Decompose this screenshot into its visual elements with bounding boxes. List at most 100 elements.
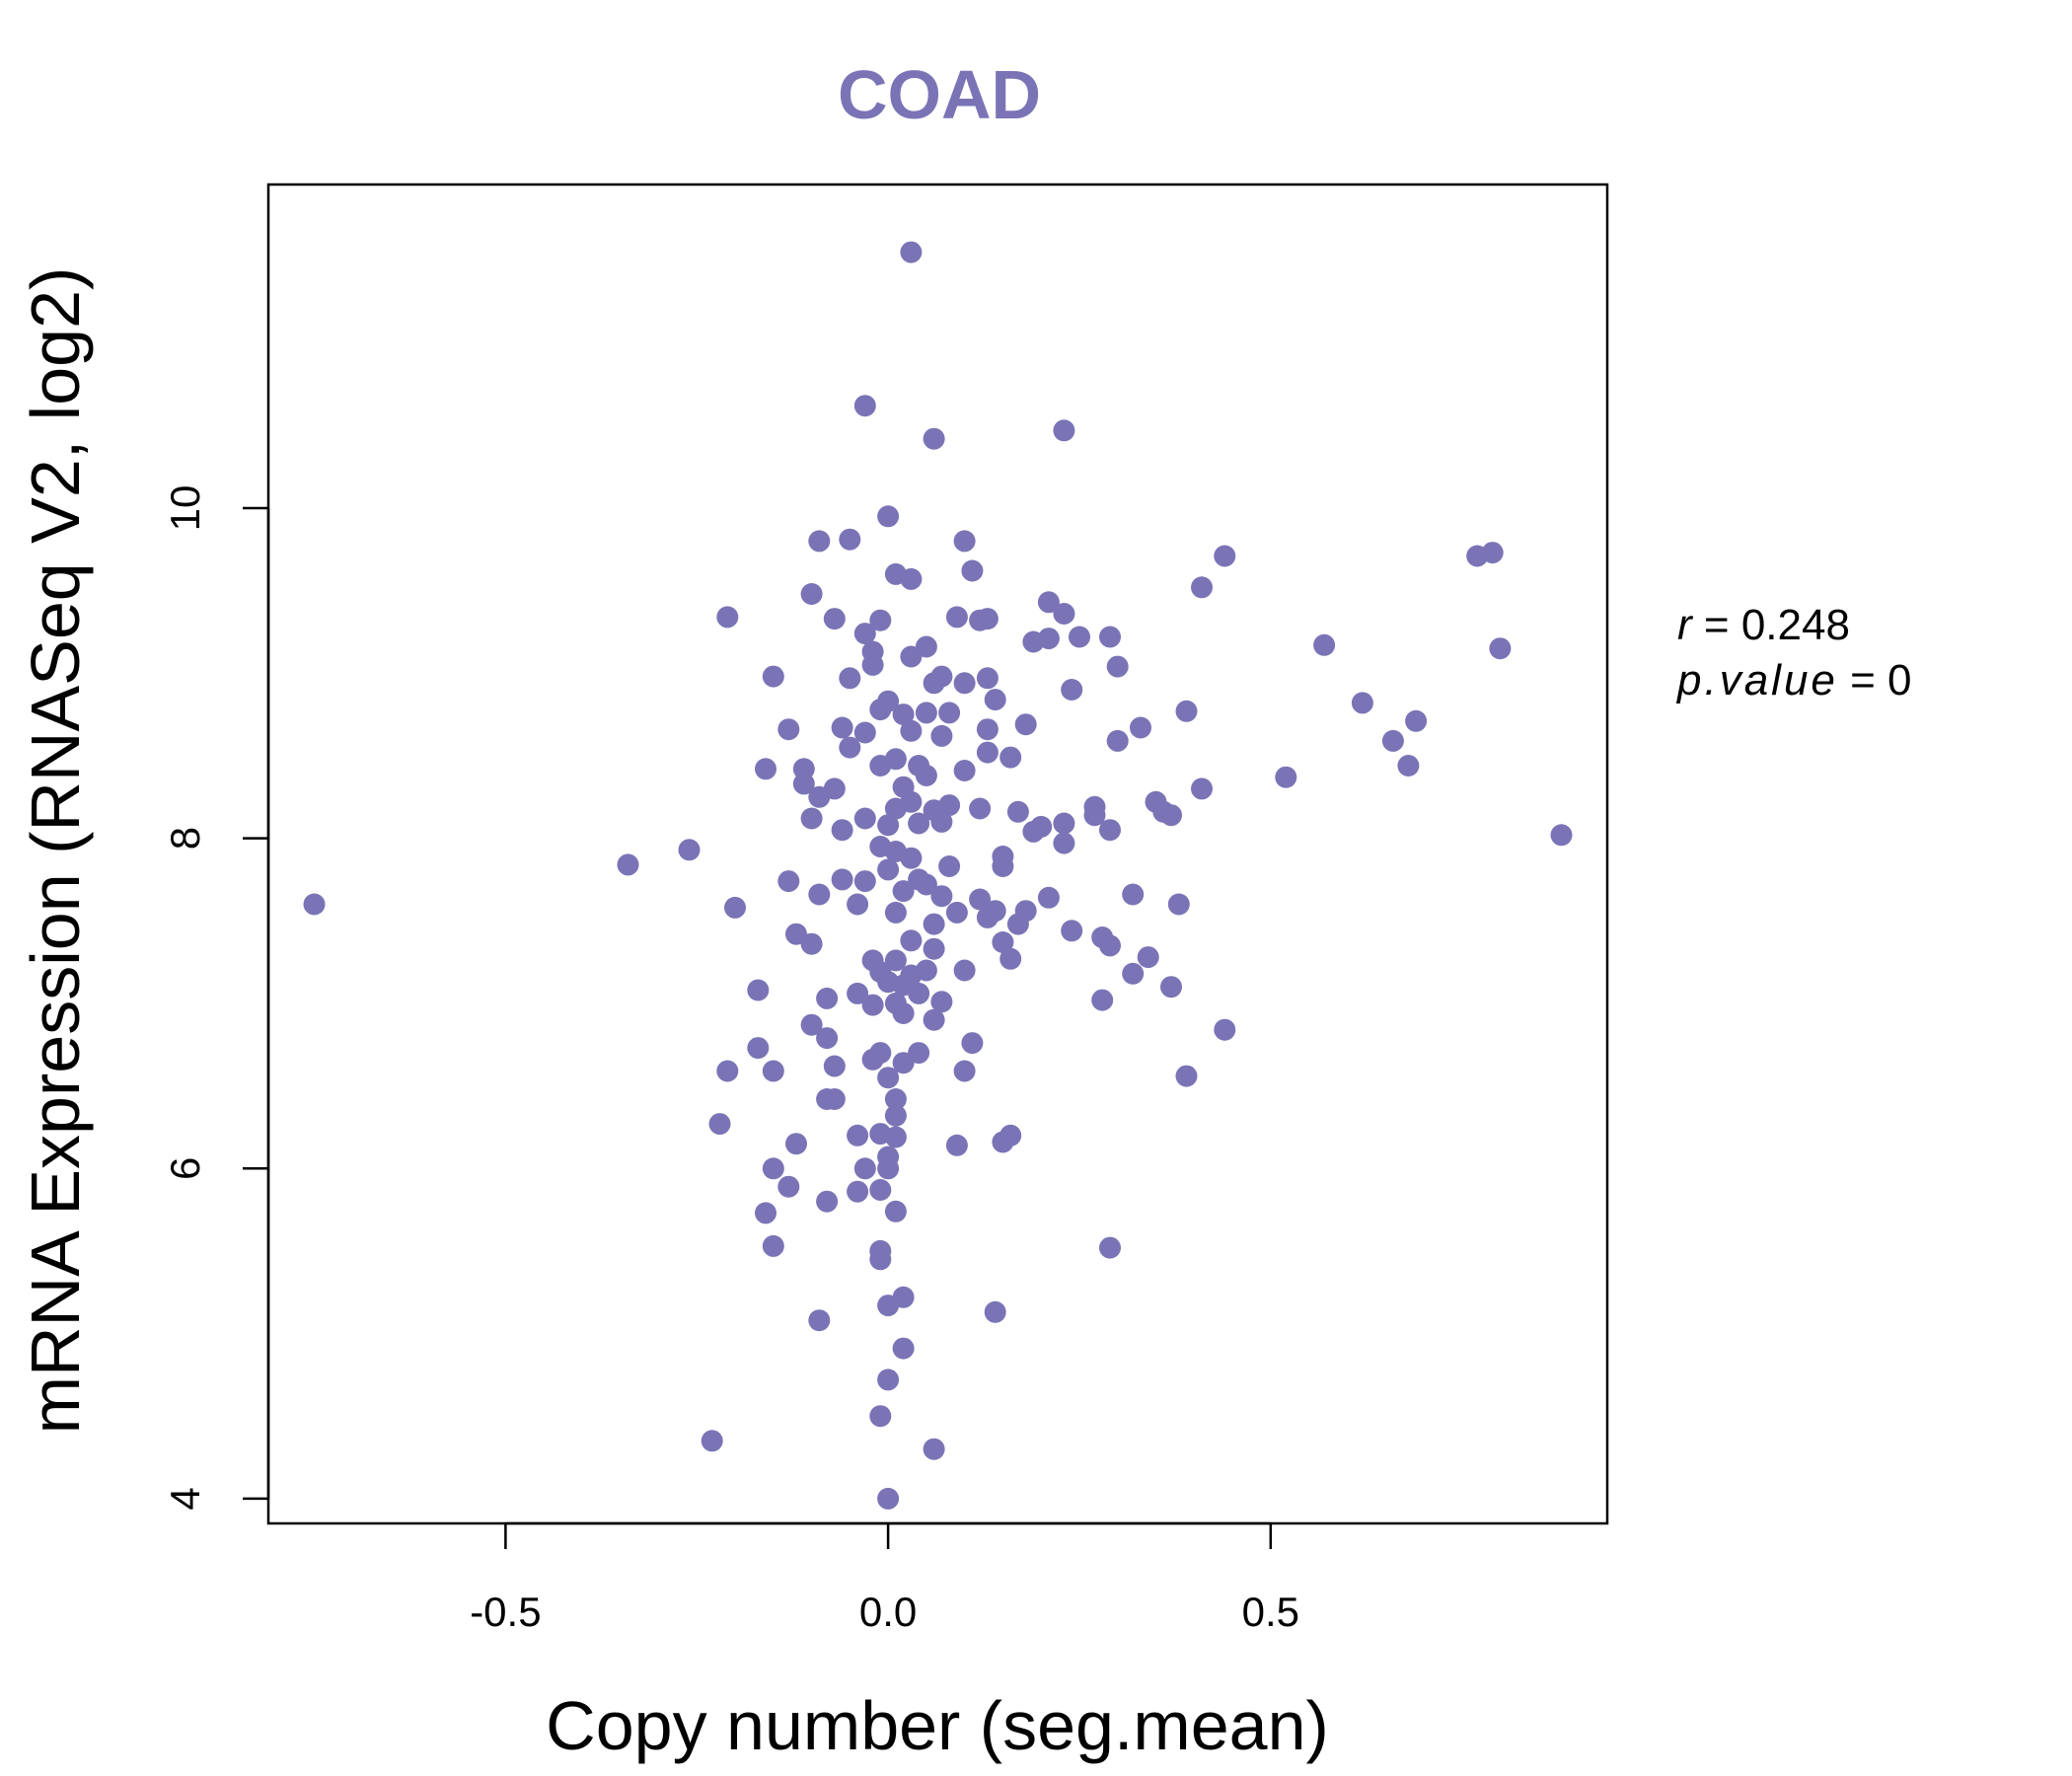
- data-point: [816, 1190, 839, 1213]
- data-point: [800, 807, 823, 830]
- data-point: [1099, 819, 1121, 842]
- data-point: [792, 758, 815, 780]
- data-point: [853, 623, 876, 645]
- data-point: [1099, 1236, 1121, 1259]
- data-point: [1053, 419, 1075, 442]
- data-point: [999, 1124, 1022, 1147]
- data-point: [1351, 692, 1373, 714]
- data-point: [877, 505, 900, 528]
- data-point: [976, 718, 999, 741]
- data-point: [869, 1248, 892, 1271]
- data-point: [877, 1369, 900, 1391]
- data-point: [945, 1134, 968, 1156]
- data-point: [1006, 800, 1029, 823]
- data-point: [1106, 655, 1129, 678]
- data-point: [785, 923, 807, 945]
- data-point: [961, 1032, 984, 1055]
- data-point: [923, 1438, 945, 1460]
- data-point: [847, 1124, 869, 1147]
- data-point: [884, 748, 907, 771]
- data-point: [1137, 946, 1159, 969]
- y-tick-label: 6: [162, 1157, 208, 1180]
- data-point: [884, 901, 907, 924]
- data-point: [847, 982, 869, 1004]
- data-point: [800, 1013, 823, 1036]
- p-value-stat: p.value = 0: [1675, 656, 1912, 704]
- data-point: [716, 606, 739, 629]
- data-point: [953, 1060, 976, 1082]
- data-point: [999, 947, 1022, 970]
- data-point: [808, 883, 831, 906]
- data-point: [923, 1008, 945, 1031]
- data-point: [900, 567, 923, 590]
- data-point: [915, 635, 937, 658]
- data-point: [976, 667, 999, 690]
- data-point: [1313, 633, 1336, 656]
- correlation-stats: r = 0.248 p.value = 0: [1675, 601, 1912, 704]
- data-point: [1122, 883, 1145, 906]
- data-point: [816, 987, 839, 1009]
- data-point: [877, 1067, 900, 1089]
- data-point: [1160, 804, 1182, 827]
- data-point: [877, 1487, 900, 1510]
- data-point: [853, 395, 876, 417]
- points-layer: [303, 241, 1573, 1510]
- data-point: [1381, 729, 1404, 752]
- data-point: [831, 716, 853, 739]
- data-point: [1191, 777, 1213, 800]
- data-point: [853, 807, 876, 830]
- data-point: [984, 900, 1006, 923]
- data-point: [930, 665, 953, 688]
- y-axis-title: mRNA Expression (RNASeq V2, log2): [17, 267, 94, 1435]
- data-point: [877, 858, 900, 881]
- data-point: [678, 839, 701, 861]
- data-point: [777, 870, 800, 893]
- data-point: [900, 790, 923, 813]
- data-point: [915, 765, 937, 786]
- data-point: [831, 819, 853, 842]
- data-point: [303, 893, 326, 916]
- data-point: [617, 853, 639, 876]
- data-point: [923, 427, 945, 450]
- data-point: [1160, 976, 1182, 999]
- data-point: [792, 773, 815, 795]
- data-point: [969, 888, 992, 911]
- data-point: [701, 1430, 723, 1452]
- data-point: [808, 530, 831, 553]
- data-point: [1106, 729, 1129, 752]
- data-point: [853, 870, 876, 893]
- y-tick-label: 4: [162, 1487, 208, 1510]
- data-point: [900, 719, 923, 742]
- data-point: [762, 665, 784, 688]
- x-tick-label: -0.5: [470, 1589, 541, 1635]
- data-point: [762, 1234, 784, 1257]
- data-point: [984, 1300, 1006, 1323]
- data-point: [1099, 626, 1121, 648]
- data-point: [884, 1200, 907, 1222]
- data-point: [884, 1104, 907, 1127]
- r-value: 0.248: [1741, 601, 1850, 649]
- data-point: [1061, 679, 1083, 701]
- data-point: [969, 797, 992, 820]
- data-point: [1091, 989, 1114, 1011]
- data-point: [984, 689, 1006, 711]
- data-point: [915, 702, 937, 724]
- data-point: [823, 1055, 846, 1077]
- data-point: [1550, 824, 1573, 847]
- data-point: [1099, 934, 1121, 957]
- data-point: [999, 746, 1022, 769]
- data-point: [762, 1060, 784, 1082]
- data-point: [716, 1060, 739, 1082]
- data-point: [1083, 804, 1106, 827]
- x-axis-title: Copy number (seg.mean): [546, 1687, 1329, 1764]
- data-point: [938, 855, 961, 877]
- data-point: [755, 1202, 777, 1224]
- data-point: [915, 959, 937, 982]
- data-point: [961, 559, 984, 582]
- data-point: [1053, 812, 1075, 835]
- data-point: [1053, 832, 1075, 854]
- data-point: [892, 1002, 915, 1024]
- data-point: [777, 1175, 800, 1198]
- data-point: [869, 1179, 892, 1201]
- data-point: [1397, 755, 1420, 777]
